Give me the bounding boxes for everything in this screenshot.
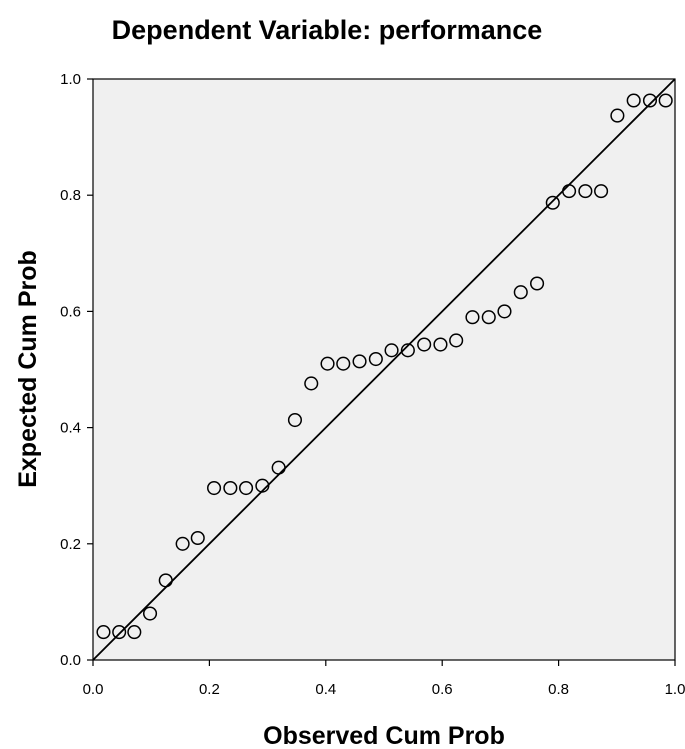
- y-tick-label: 0.0: [60, 652, 81, 669]
- data-point: [384, 343, 399, 358]
- data-point: [481, 310, 496, 325]
- data-point: [433, 337, 448, 352]
- data-point: [417, 337, 432, 352]
- data-point: [255, 478, 270, 493]
- data-point: [449, 333, 464, 348]
- x-tick-label: 1.0: [665, 681, 685, 698]
- data-point: [239, 480, 254, 496]
- data-point: [112, 625, 127, 640]
- data-point: [352, 354, 367, 369]
- x-axis-ticks: 0.0 0.2 0.4 0.6 0.8 1.0: [83, 660, 685, 698]
- data-point: [127, 625, 142, 640]
- data-points: [96, 93, 673, 640]
- data-point: [626, 93, 641, 108]
- data-point: [610, 108, 625, 123]
- data-point: [497, 304, 512, 319]
- data-point: [658, 93, 673, 108]
- x-tick-label: 0.8: [548, 681, 569, 698]
- data-point: [400, 343, 415, 358]
- data-point: [368, 351, 383, 367]
- x-axis-title: Observed Cum Prob: [263, 722, 505, 749]
- data-point: [175, 536, 190, 551]
- data-point: [594, 184, 609, 199]
- data-point: [96, 625, 111, 640]
- data-point: [336, 356, 351, 371]
- data-point: [465, 310, 480, 325]
- y-tick-label: 0.6: [60, 303, 81, 320]
- data-point: [158, 573, 173, 588]
- reference-line: [92, 78, 676, 661]
- y-axis-ticks: 0.0 0.2 0.4 0.6 0.8 1.0: [60, 71, 93, 669]
- data-point: [190, 530, 205, 546]
- data-point: [320, 356, 335, 371]
- data-point: [271, 460, 286, 475]
- data-point: [530, 276, 545, 291]
- y-tick-label: 0.4: [60, 420, 81, 437]
- data-point: [642, 93, 658, 108]
- x-tick-label: 0.4: [315, 681, 336, 698]
- x-tick-label: 0.2: [199, 681, 220, 698]
- data-point: [287, 412, 303, 428]
- data-point: [207, 480, 222, 496]
- data-point: [578, 184, 593, 199]
- data-point: [304, 376, 319, 391]
- x-tick-label: 0.6: [432, 681, 453, 698]
- y-tick-label: 1.0: [60, 71, 81, 88]
- data-point: [545, 195, 560, 210]
- y-tick-label: 0.8: [60, 187, 81, 204]
- data-point: [223, 480, 238, 496]
- y-tick-label: 0.2: [60, 536, 81, 553]
- chart-title: Dependent Variable: performance: [112, 15, 543, 45]
- data-point: [513, 285, 528, 300]
- x-tick-label: 0.0: [83, 681, 104, 698]
- data-point: [142, 606, 158, 621]
- y-axis-title: Expected Cum Prob: [14, 250, 42, 488]
- data-point: [562, 184, 577, 199]
